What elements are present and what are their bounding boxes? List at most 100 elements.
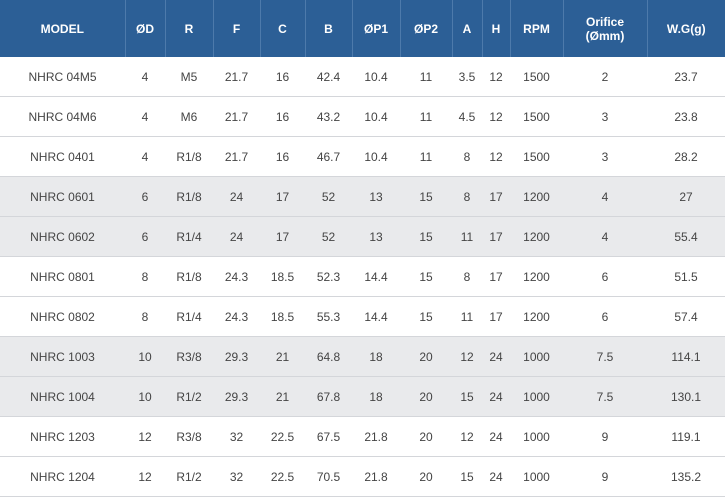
table-cell: 4 [563, 216, 647, 257]
table-cell: 24 [482, 416, 510, 457]
table-cell: 20 [400, 456, 452, 497]
table-cell: 1500 [510, 57, 563, 97]
table-cell: 3 [563, 96, 647, 137]
table-cell: 10.4 [352, 57, 400, 97]
table-cell: 6 [125, 176, 165, 217]
table-cell: NHRC 1203 [0, 416, 125, 457]
table-cell: 6 [563, 296, 647, 337]
table-cell: 18 [352, 376, 400, 417]
table-cell: 11 [400, 136, 452, 177]
table-cell: 24 [482, 376, 510, 417]
table-cell: 57.4 [647, 296, 725, 337]
header-cell: B [305, 0, 353, 57]
table-cell: 4 [125, 96, 165, 137]
table-cell: 12 [452, 336, 482, 377]
table-cell: 21.7 [213, 136, 260, 177]
table-cell: 10 [125, 336, 165, 377]
table-cell: 8 [125, 256, 165, 297]
table-cell: 52 [305, 216, 352, 257]
table-cell: 29.3 [213, 376, 260, 417]
table-cell: 1200 [510, 256, 563, 297]
header-cell: R [165, 0, 214, 57]
table-cell: R1/8 [165, 256, 213, 297]
header-cell: RPM [510, 0, 564, 57]
table-cell: 10 [125, 376, 165, 417]
table-cell: 1500 [510, 96, 563, 137]
table-cell: 135.2 [647, 456, 725, 497]
table-cell: 130.1 [647, 376, 725, 417]
table-cell: 1200 [510, 296, 563, 337]
table-cell: 11 [400, 96, 452, 137]
table-cell: 42.4 [305, 57, 352, 97]
table-cell: 12 [125, 456, 165, 497]
table-row: NHRC 1204 12 R1/2 32 22.5 70.5 21.8 20 15 24 1000 9… [0, 456, 725, 497]
table-cell: R1/2 [165, 456, 213, 497]
table-cell: 3.5 [452, 57, 482, 97]
table-cell: 10.4 [352, 96, 400, 137]
table-cell: 12 [125, 416, 165, 457]
table-cell: 4 [563, 176, 647, 217]
table-cell: 9 [563, 416, 647, 457]
table-header: MODEL ØD R F C B ØP1 ØP2 A H RPM Orifice (Ømm) W.G(g… [0, 0, 725, 57]
table-cell: 29.3 [213, 336, 260, 377]
table-cell: 52.3 [305, 256, 352, 297]
table-cell: 52 [305, 176, 352, 217]
table-cell: 15 [452, 456, 482, 497]
table-cell: 11 [452, 296, 482, 337]
table-row: NHRC 0802 8 R1/4 24.3 18.5 55.3 14.4 15 11 17 1200… [0, 296, 725, 337]
table-cell: 8 [452, 256, 482, 297]
table-cell: 7.5 [563, 336, 647, 377]
table-cell: 21 [260, 376, 305, 417]
table-cell: NHRC 0401 [0, 136, 125, 177]
table-cell: 1500 [510, 136, 563, 177]
table-cell: 24.3 [213, 296, 260, 337]
table-cell: NHRC 0602 [0, 216, 125, 257]
table-cell: 55.4 [647, 216, 725, 257]
table-cell: 23.7 [647, 57, 725, 97]
table-cell: 21 [260, 336, 305, 377]
table-cell: NHRC 0801 [0, 256, 125, 297]
table-cell: 64.8 [305, 336, 352, 377]
table-cell: 15 [400, 216, 452, 257]
table-cell: 15 [400, 176, 452, 217]
header-cell: Orifice (Ømm) [563, 0, 648, 57]
table-cell: 32 [213, 416, 260, 457]
table-cell: 15 [452, 376, 482, 417]
table-cell: 20 [400, 376, 452, 417]
table-row: NHRC 0602 6 R1/4 24 17 52 13 15 11 17 1200 4 55.4 [0, 216, 725, 257]
table-cell: 55.3 [305, 296, 352, 337]
table-cell: 24 [482, 336, 510, 377]
table-cell: 67.5 [305, 416, 352, 457]
table-cell: 7.5 [563, 376, 647, 417]
table-cell: 67.8 [305, 376, 352, 417]
table-row: NHRC 04M6 4 M6 21.7 16 43.2 10.4 11 4.5 12 1500 3 23… [0, 96, 725, 137]
table-cell: R1/8 [165, 136, 213, 177]
table-cell: 24 [482, 456, 510, 497]
table-cell: 21.7 [213, 96, 260, 137]
table-cell: 14.4 [352, 296, 400, 337]
table-cell: 12 [452, 416, 482, 457]
header-cell: ØP2 [400, 0, 453, 57]
table-cell: 12 [482, 136, 510, 177]
table-row: NHRC 04M5 4 M5 21.7 16 42.4 10.4 11 3.5 12 1500 2 23… [0, 57, 725, 97]
table-cell: 15 [400, 296, 452, 337]
table-cell: 51.5 [647, 256, 725, 297]
table-cell: 1000 [510, 376, 563, 417]
header-cell: A [452, 0, 483, 57]
table-cell: 1200 [510, 176, 563, 217]
table-cell: 17 [482, 296, 510, 337]
header-cell: W.G(g) [647, 0, 725, 57]
table-cell: 17 [260, 176, 305, 217]
table-cell: NHRC 0802 [0, 296, 125, 337]
table-cell: 13 [352, 216, 400, 257]
table-row: NHRC 0601 6 R1/8 24 17 52 13 15 8 17 1200 4 27 [0, 176, 725, 217]
table-cell: R1/2 [165, 376, 213, 417]
table-cell: 119.1 [647, 416, 725, 457]
table-cell: 24 [213, 176, 260, 217]
table-cell: NHRC 1204 [0, 456, 125, 497]
table-row: NHRC 0801 8 R1/8 24.3 18.5 52.3 14.4 15 8 17 1200 6… [0, 256, 725, 297]
table-cell: 18.5 [260, 256, 305, 297]
table-cell: 16 [260, 96, 305, 137]
